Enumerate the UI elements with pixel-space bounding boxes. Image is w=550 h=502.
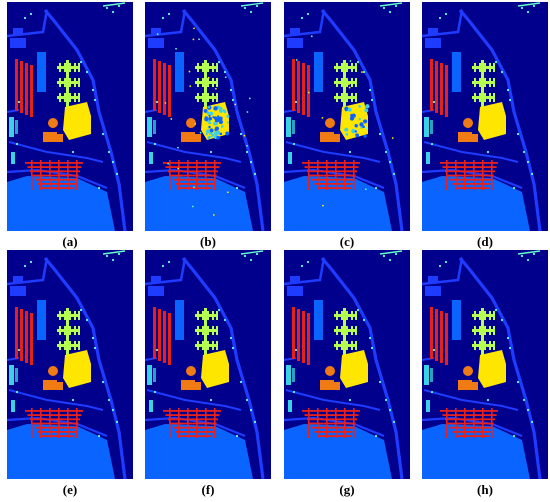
classification-map-c [284,2,410,231]
panel-caption: (a) [62,234,78,249]
classification-map-e [7,250,133,479]
panel-d: (d) [422,2,548,249]
panel-e: (e) [7,250,133,497]
panel-g: (g) [284,250,410,497]
panel-a: (a) [7,2,133,249]
panel-h: (h) [422,250,548,497]
panel-caption: (g) [339,482,355,497]
panel-caption: (d) [477,234,493,249]
panel-caption: (h) [477,482,493,497]
panel-caption: (e) [62,482,78,497]
panel-f: (f) [145,250,271,497]
panel-caption: (b) [200,234,216,249]
panel-b: (b) [145,2,271,249]
classification-map-b [145,2,271,231]
panel-c: (c) [284,2,410,249]
classification-map-d [422,2,548,231]
panel-caption: (c) [339,234,355,249]
panel-caption: (f) [201,482,215,497]
classification-map-g [284,250,410,479]
classification-map-f [145,250,271,479]
classification-map-h [422,250,548,479]
classification-map-a [7,2,133,231]
